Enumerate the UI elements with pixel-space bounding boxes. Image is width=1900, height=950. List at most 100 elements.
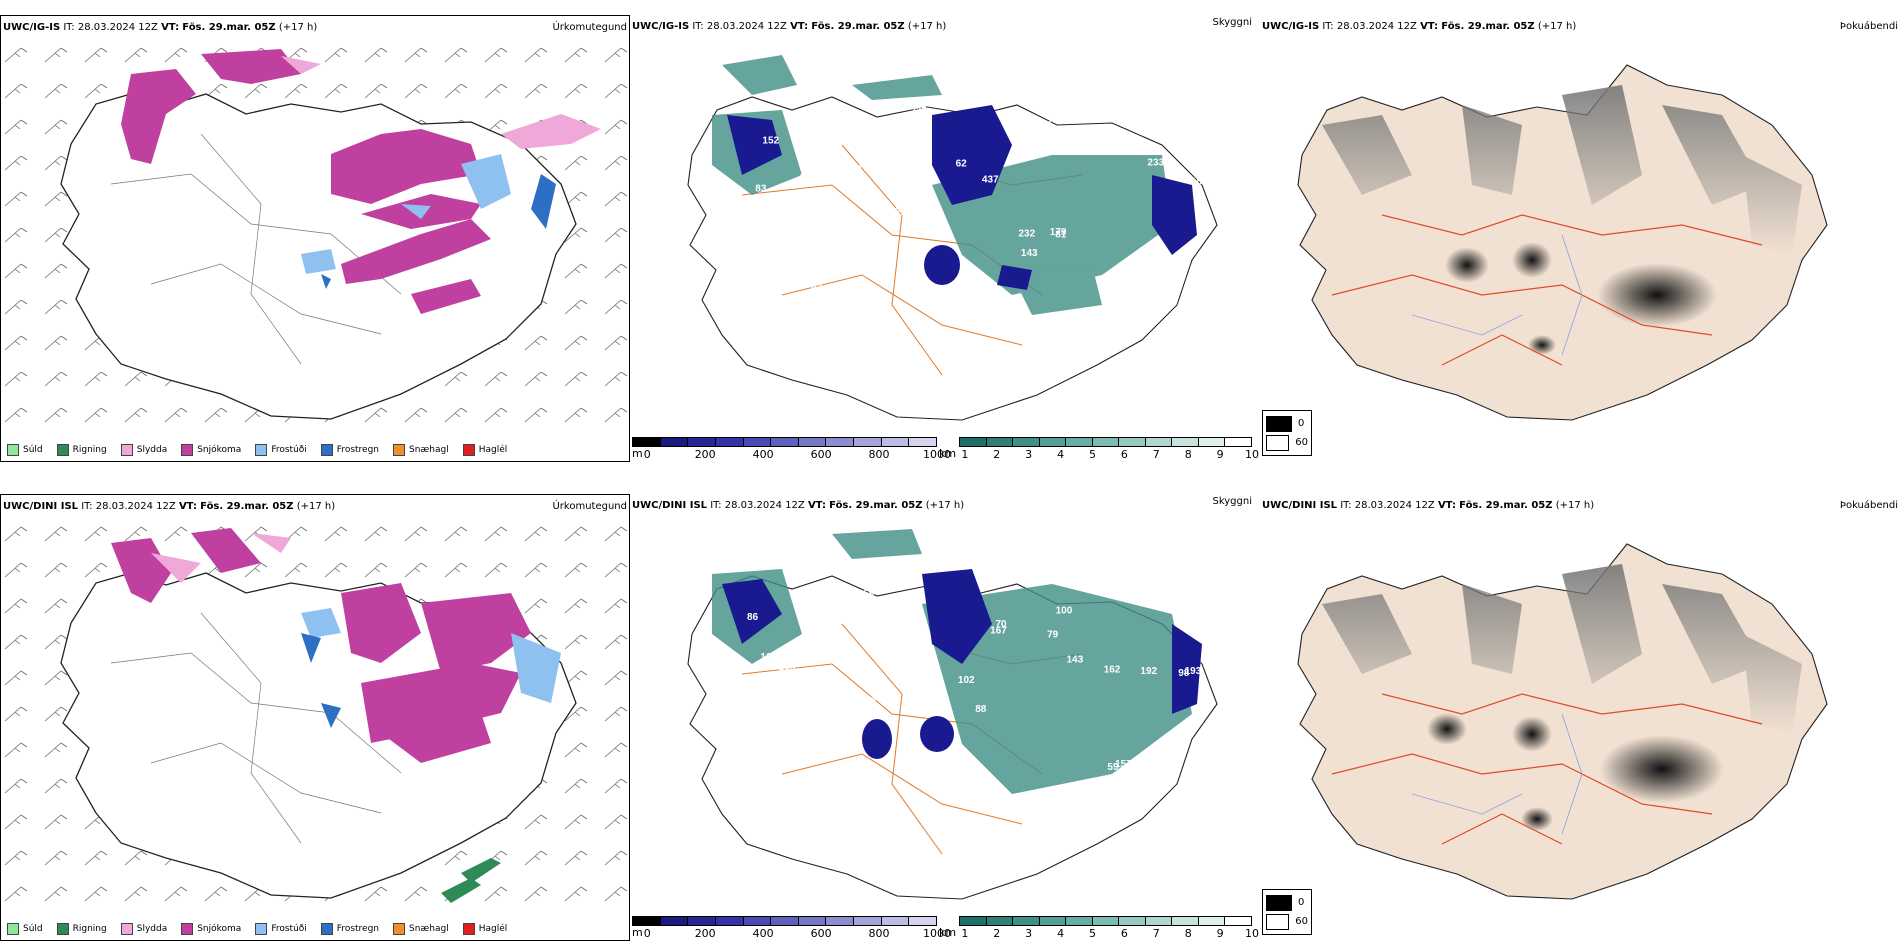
model-name: UWC/DINI ISL: [1262, 500, 1338, 511]
panel-title: Skyggni: [1212, 17, 1252, 28]
legend-item-3: Snjókoma: [181, 923, 241, 935]
colorbar-cell: [1172, 438, 1199, 446]
fog-legend-low: 60: [1295, 916, 1308, 927]
colorbar-cell: [960, 917, 987, 925]
precip-panel-row2: UWC/DINI ISL IT: 28.03.2024 12Z VT: Fös.…: [0, 494, 630, 941]
cloudbase-label: 86: [747, 612, 759, 623]
cloudbase-label: 10: [1014, 148, 1026, 159]
legend-item-3: Snjókoma: [181, 444, 241, 456]
colorbar-cell: [771, 917, 799, 925]
vt-label: VT:: [790, 21, 809, 32]
cloudbase-label: 154: [1191, 177, 1208, 188]
cloudbase-label: 163: [760, 652, 777, 663]
colorbar-cell: [960, 438, 987, 446]
colorbar-tick: 1: [961, 927, 969, 940]
iceland-precip-map: [1, 513, 629, 918]
it-label: IT:: [1340, 500, 1352, 511]
cloudbase-label: 84: [865, 694, 877, 705]
panel-title: Úrkomutegund: [552, 501, 627, 512]
legend-item-0: Súld: [7, 923, 43, 935]
vt-label: VT:: [178, 501, 197, 512]
visibility-colorbar: 1 2 3 4 5 6 7 8 9 10: [959, 916, 1259, 942]
it-label: IT:: [81, 501, 93, 512]
colorbar-tick: 10: [1245, 927, 1259, 940]
cloud-panel-row1: UWC/IG-IS IT: 28.03.2024 12Z VT: Fös. 29…: [632, 15, 1259, 463]
cloudbase-label: 123: [864, 163, 881, 174]
cloudbase-label: 62: [956, 159, 968, 170]
legend-item-0: Súld: [7, 444, 43, 456]
valid-time: Fös. 29.mar. 05Z: [1459, 500, 1553, 511]
colorbar-tick: 8: [1184, 448, 1192, 461]
cloud-map: 154 100 98 277 88 48 86 79 67 167 102 82 69 84 212 153 1…: [632, 514, 1252, 914]
cloudbase-label: 10: [800, 173, 812, 184]
cloudbase-label: 179: [1050, 227, 1067, 238]
cloud-map: 101 83 106 72 10 79 104 62 100 123 64 85 93 437 81 152 2…: [632, 35, 1252, 435]
colorbar-cell: [1013, 438, 1040, 446]
cloudbase-label: 173: [924, 668, 941, 679]
cloudbase-label: 166: [730, 737, 747, 748]
fog-legend-low: 60: [1295, 437, 1308, 448]
visibility-unit: km: [939, 926, 957, 939]
colorbar-cell: [743, 917, 772, 925]
colorbar-tick: 1: [961, 448, 969, 461]
legend-label: Súld: [23, 924, 43, 934]
sleet-areas: [281, 56, 601, 149]
cloudbase-label: 225: [910, 106, 927, 117]
fog-panel-row1: UWC/IG-IS IT: 28.03.2024 12Z VT: Fös. 29…: [1262, 15, 1900, 462]
it-label: IT:: [63, 22, 75, 33]
colorbar-tick: 10: [1245, 448, 1259, 461]
legend-item-2: Slydda: [120, 444, 167, 456]
cloudbase-label: 106: [1148, 128, 1165, 139]
colorbar-cell: [1039, 438, 1067, 446]
vt-label: VT:: [1437, 500, 1456, 511]
legend-item-6: Snæhagl: [393, 923, 449, 935]
legend-swatch: [56, 444, 69, 456]
colorbar-tick: 200: [694, 448, 716, 461]
cloudbase-label: 157: [1115, 759, 1132, 770]
colorbar-tick: 6: [1120, 448, 1128, 461]
legend-swatch: [181, 444, 194, 456]
colorbar-cell: [1092, 917, 1120, 925]
cloudbase-label: 184: [823, 138, 840, 149]
colorbar-cell: [715, 438, 744, 446]
legend-label: Haglél: [478, 924, 508, 934]
colorbar-cell: [1145, 917, 1173, 925]
legend-swatch: [7, 444, 19, 456]
legend-swatch: [7, 923, 19, 935]
cloudbase-label: 153: [993, 794, 1010, 805]
iceland-precip-map: [1, 34, 629, 439]
lead-time: (+17 h): [925, 500, 965, 511]
cloudbase-label: 48: [783, 684, 795, 695]
colorbar-tick: 5: [1088, 448, 1096, 461]
lead-time: (+17 h): [296, 501, 336, 512]
cloudbase-label: 84: [898, 661, 910, 672]
it-label: IT:: [692, 21, 704, 32]
legend-label: Frostúði: [271, 445, 307, 455]
colorbar-cell: [881, 917, 910, 925]
colorbar-tick: 7: [1152, 448, 1160, 461]
colorbar-tick: 5: [1088, 927, 1096, 940]
vt-label: VT:: [1420, 21, 1439, 32]
cloudbase-label: 104: [908, 137, 925, 148]
colorbar-cell: [1092, 438, 1120, 446]
cloudbase-label: 964: [910, 183, 927, 194]
valid-time: Fös. 29.mar. 05Z: [811, 21, 905, 32]
cloudbase-label: 105: [778, 662, 795, 673]
legend-item-1: Rigning: [56, 923, 107, 935]
colorbar-cell: [633, 917, 661, 925]
lead-time: (+17 h): [278, 22, 318, 33]
panel-header: UWC/DINI ISL IT: 28.03.2024 12Z VT: Fös.…: [1262, 500, 1900, 514]
cloudbase-label: 82: [1102, 299, 1114, 310]
cloudbase-label: 98: [1178, 668, 1190, 679]
model-name: UWC/IG-IS: [3, 22, 61, 33]
cloudbase-colorbar: 0 200 400 600 800 1000: [632, 437, 951, 463]
colorbar-cell: [1198, 438, 1226, 446]
colorbar-cell: [1039, 917, 1067, 925]
panel-header: UWC/IG-IS IT: 28.03.2024 12Z VT: Fös. 29…: [1262, 21, 1900, 35]
iceland-fog-map: [1297, 64, 1828, 421]
legend-label: Snæhagl: [409, 924, 449, 934]
colorbar-cell: [881, 438, 910, 446]
cloudbase-label: 143: [1021, 248, 1038, 259]
legend-label: Rigning: [72, 445, 107, 455]
panel-title: Þokuábendi: [1839, 500, 1898, 511]
